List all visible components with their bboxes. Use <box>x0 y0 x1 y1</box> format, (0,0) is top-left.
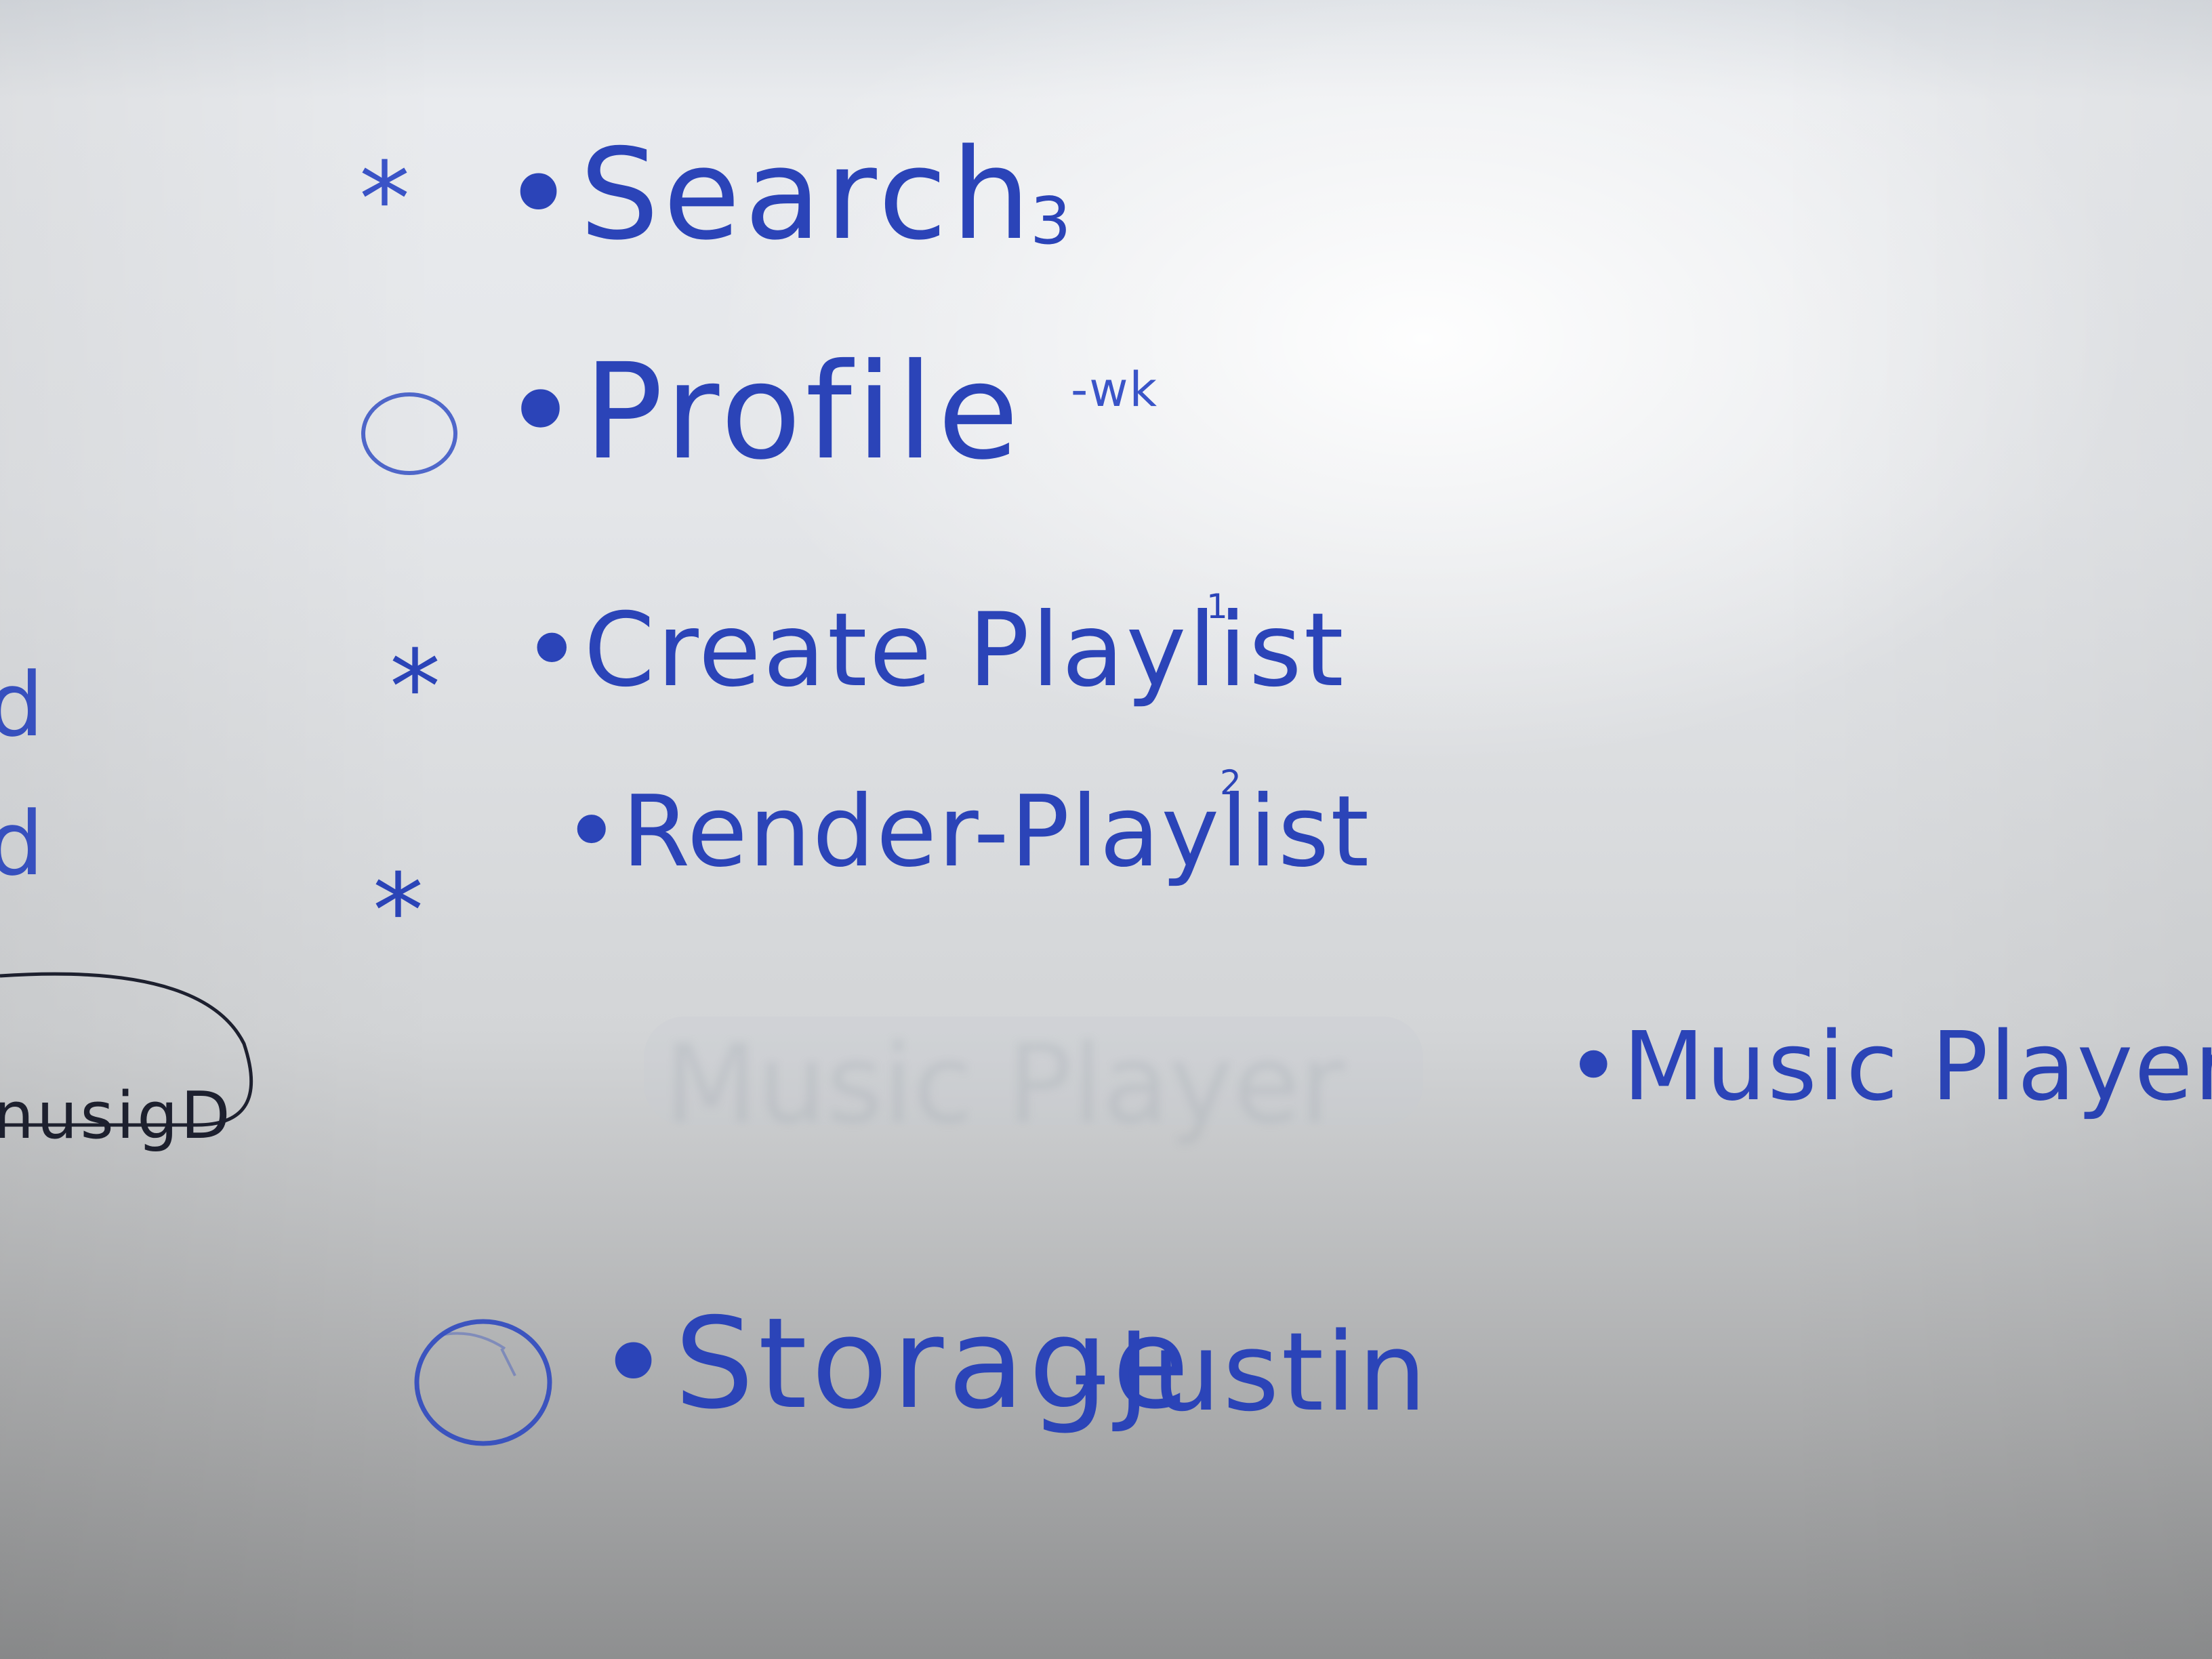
note-search: 3 <box>1030 184 1073 259</box>
left-bubble-text: nusigD <box>0 1079 233 1153</box>
left-edge-letter-1: d <box>0 653 45 756</box>
marker-search: * <box>359 141 411 259</box>
profile-circle-marker <box>361 392 457 475</box>
note-profile: -wk <box>1071 362 1159 417</box>
storage-circle-marker <box>414 1319 552 1446</box>
note-storage: -Justin <box>1071 1309 1429 1435</box>
item-music-player: •Music Player <box>1565 1012 2212 1122</box>
note-create-playlist: 1 <box>1206 587 1229 626</box>
note-render-playlist: 2 <box>1220 763 1243 802</box>
storage-circle-inner-strokes <box>440 1332 516 1376</box>
marker-create-playlist: * <box>390 629 442 747</box>
item-create-playlist: •Create Playlist <box>522 592 1346 710</box>
item-storage: •Storage <box>596 1290 1193 1437</box>
erased-smudge <box>644 1017 1423 1125</box>
marker-render-playlist: * <box>373 853 425 970</box>
item-profile: •Profile <box>501 335 1023 489</box>
left-edge-letter-2: d <box>0 792 45 895</box>
item-render-playlist: •Render-Playlist <box>562 775 1371 889</box>
left-bubble-outline <box>0 972 253 1127</box>
item-search: •Search <box>501 121 1035 268</box>
erased-ghost-text: Music Player <box>664 1021 1345 1147</box>
